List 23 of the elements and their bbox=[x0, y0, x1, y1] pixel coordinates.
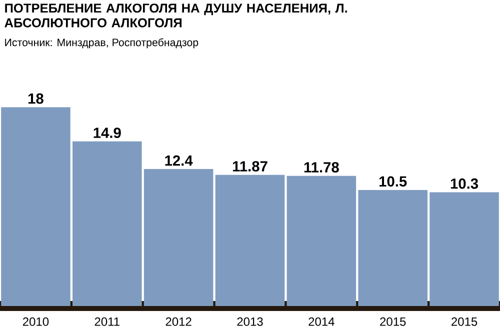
data-label: 11.87 bbox=[232, 161, 268, 172]
chart-title: ПОТРЕБЛЕНИЕ АЛКОГОЛЯ НА ДУШУ НАСЕЛЕНИЯ, Л. АБСОЛЮТНОГО АЛКОГОЛЯ bbox=[4, 4, 347, 28]
data-label: 14.9 bbox=[94, 128, 121, 138]
x-tick-label: 2012 bbox=[166, 317, 192, 326]
data-label: 10.5 bbox=[380, 176, 407, 187]
data-label: 11.78 bbox=[304, 162, 339, 172]
bar bbox=[358, 190, 428, 306]
x-tick-label: 2010 bbox=[22, 317, 49, 326]
data-label: 18 bbox=[28, 93, 44, 104]
data-label: 10.3 bbox=[450, 178, 478, 189]
x-tick-label: 2013 bbox=[237, 317, 263, 326]
bar bbox=[1, 107, 70, 306]
bar bbox=[215, 174, 285, 306]
bar bbox=[72, 141, 142, 306]
x-tick-label: 2015 bbox=[452, 317, 478, 326]
chart-subtitle: Источник: Минздрав, Роспотребнадзор bbox=[5, 38, 198, 48]
bar bbox=[144, 169, 214, 306]
x-tick-label: 2015 bbox=[380, 317, 406, 326]
data-label: 12.4 bbox=[165, 155, 193, 166]
x-tick-label: 2011 bbox=[94, 317, 120, 326]
x-tick-label: 2014 bbox=[308, 317, 334, 326]
bar bbox=[430, 192, 499, 306]
bar bbox=[286, 176, 356, 306]
